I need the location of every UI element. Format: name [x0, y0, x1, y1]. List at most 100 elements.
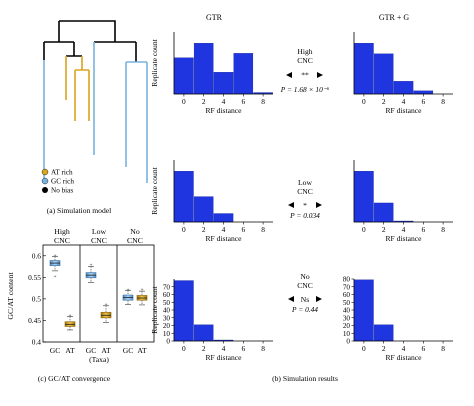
tick-label: 8: [441, 344, 445, 353]
tree-root-branch: [58, 20, 116, 42]
at-rich-swatch: [41, 168, 49, 176]
box-at: +: [64, 313, 76, 331]
boxplot-xlabel: (Taxa): [89, 355, 109, 364]
bar: [354, 43, 374, 95]
tick-label: 20: [343, 322, 351, 330]
tick-label: 2: [202, 344, 206, 353]
tick-label: 8: [261, 344, 265, 353]
legend-label: AT rich: [51, 169, 73, 177]
bar: [213, 72, 234, 95]
x-axis-label: RF distance: [205, 106, 242, 115]
legend: AT rich GC rich No bias: [41, 168, 74, 195]
bar: [233, 53, 254, 95]
tick-label: AT: [137, 346, 147, 355]
panel-a: AT rich GC rich No bias (a) Simulation m…: [41, 20, 148, 215]
tick-label: 0.45: [28, 316, 41, 325]
tick-label: 0: [166, 338, 170, 346]
comparison-no-cnc: No CNC Ns P = 0.44: [288, 272, 322, 314]
arrow-right-icon: [317, 72, 323, 78]
bar: [354, 171, 374, 223]
outlier: +: [68, 313, 71, 319]
tick-label: 8: [441, 97, 445, 106]
tick-label: 0: [346, 338, 350, 346]
box-gc: +: [122, 287, 134, 305]
axis-frame: [353, 160, 453, 223]
outlier: +: [126, 287, 129, 293]
row-label: High: [297, 47, 312, 56]
tick-label: 4: [222, 97, 226, 106]
bar: [373, 202, 394, 223]
p-value: P = 0.44: [291, 305, 318, 314]
p-value: P = 0.034: [289, 211, 320, 220]
tick-label: 0: [362, 344, 366, 353]
tick-label: 4: [222, 344, 226, 353]
group-label: CNC: [91, 236, 107, 245]
x-axis-label: RF distance: [205, 353, 242, 362]
group-label: CNC: [54, 236, 70, 245]
tick-label: 2: [202, 97, 206, 106]
tick-label: 6: [241, 225, 245, 234]
col-title-gtr-g: GTR + G: [379, 13, 410, 22]
bar: [354, 279, 374, 342]
bar: [174, 280, 194, 342]
bar-chart: 0 2 4 6 8 RF distance: [353, 160, 453, 243]
tick-label: 20: [163, 322, 171, 330]
tick-label: 4: [222, 225, 226, 234]
legend-label: No bias: [51, 187, 73, 195]
row-label: No: [300, 272, 309, 281]
bar: [393, 81, 414, 95]
tick-label: 0.6: [32, 251, 42, 260]
tick-label: 0: [182, 97, 186, 106]
phylogenetic-tree: [43, 20, 148, 183]
tick-label: 2: [202, 225, 206, 234]
tick-label: 4: [402, 97, 406, 106]
panel-b-caption: (b) Simulation results: [272, 374, 338, 383]
tick-label: 6: [421, 97, 425, 106]
tick-label: GC: [50, 346, 61, 355]
tick-label: 10: [343, 330, 351, 338]
box-gc: +: [85, 262, 97, 283]
outlier: +: [53, 274, 56, 280]
tick-label: 40: [163, 307, 171, 315]
comparison-high-cnc: High CNC ** P = 1.68 × 10⁻⁶: [280, 47, 330, 94]
tick-label: 0.5: [32, 294, 42, 303]
gc-rich-swatch: [41, 177, 49, 185]
outlier: +: [89, 262, 92, 268]
legend-item-no-bias: No bias: [42, 187, 73, 195]
bar: [193, 196, 214, 223]
tick-label: 0: [362, 97, 366, 106]
comparison-low-cnc: Low CNC * P = 0.034: [288, 178, 322, 220]
box-gc: ++: [49, 253, 61, 280]
legend-item-gc-rich: GC rich: [41, 177, 74, 186]
significance-marker: Ns: [301, 295, 309, 304]
bar: [213, 213, 234, 223]
tick-label: 30: [343, 314, 351, 322]
panel-c: High CNC Low CNC No CNC GC/AT content GC…: [6, 227, 155, 383]
tick-label: 10: [163, 330, 171, 338]
y-axis-label: Replicate count: [150, 166, 159, 214]
tick-label: GC: [86, 346, 97, 355]
bar: [373, 53, 394, 95]
tick-label: 40: [343, 307, 351, 315]
bar: [373, 324, 394, 342]
panel-c-caption: (c) GC/AT convergence: [38, 374, 111, 383]
arrow-left-icon: [288, 296, 294, 302]
row-label: Low: [298, 178, 312, 187]
arrow-right-icon: [316, 202, 322, 208]
tick-label: 0: [182, 225, 186, 234]
group-label: CNC: [127, 236, 143, 245]
tree-right-gc-branches: [93, 42, 148, 183]
bar: [174, 57, 194, 95]
bar: [413, 90, 434, 95]
row-label: CNC: [297, 56, 313, 65]
x-axis-label: RF distance: [385, 234, 422, 243]
tick-label: 6: [421, 344, 425, 353]
tick-label: 6: [241, 344, 245, 353]
bar: [193, 324, 214, 342]
significance-marker: *: [303, 201, 307, 210]
tick-label: 2: [382, 97, 386, 106]
row-label: CNC: [297, 281, 313, 290]
outlier: +: [104, 302, 107, 308]
